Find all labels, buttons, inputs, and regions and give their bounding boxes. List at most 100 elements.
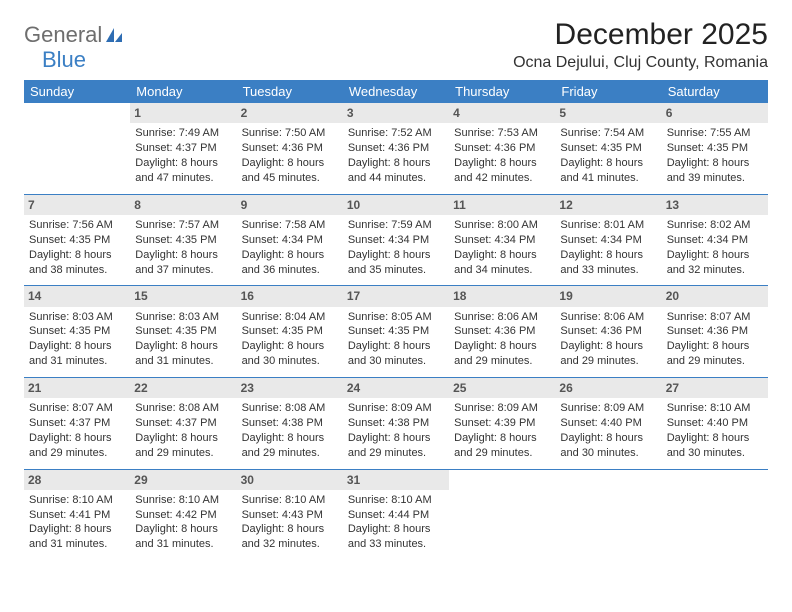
daylight-text: Daylight: 8 hours and 30 minutes. bbox=[242, 339, 338, 369]
weekday-header: Thursday bbox=[449, 80, 555, 103]
sunrise-text: Sunrise: 8:07 AM bbox=[29, 401, 125, 416]
sunrise-text: Sunrise: 7:49 AM bbox=[135, 126, 231, 141]
sunset-text: Sunset: 4:35 PM bbox=[667, 141, 763, 156]
sunrise-text: Sunrise: 8:03 AM bbox=[29, 310, 125, 325]
sunrise-text: Sunrise: 7:52 AM bbox=[348, 126, 444, 141]
weekday-header: Friday bbox=[555, 80, 661, 103]
calendar-day-cell: 6Sunrise: 7:55 AMSunset: 4:35 PMDaylight… bbox=[662, 103, 768, 194]
day-number: 29 bbox=[130, 470, 236, 490]
day-number: 26 bbox=[555, 378, 661, 398]
sunrise-text: Sunrise: 7:50 AM bbox=[242, 126, 338, 141]
day-number: 19 bbox=[555, 286, 661, 306]
day-number: 18 bbox=[449, 286, 555, 306]
sunset-text: Sunset: 4:34 PM bbox=[560, 233, 656, 248]
day-number: 25 bbox=[449, 378, 555, 398]
day-number: 17 bbox=[343, 286, 449, 306]
day-number: 9 bbox=[237, 195, 343, 215]
sunrise-text: Sunrise: 7:57 AM bbox=[135, 218, 231, 233]
sunset-text: Sunset: 4:35 PM bbox=[29, 233, 125, 248]
calendar-day-cell: 16 Sunrise: 8:04 AMSunset: 4:35 PMDayligh… bbox=[237, 286, 343, 377]
brand-part1: General bbox=[24, 22, 102, 47]
daylight-text: Daylight: 8 hours and 35 minutes. bbox=[348, 248, 444, 278]
weekday-header: Monday bbox=[130, 80, 236, 103]
daylight-text: Daylight: 8 hours and 32 minutes. bbox=[667, 248, 763, 278]
calendar-day-cell bbox=[449, 470, 555, 561]
sunrise-text: Sunrise: 7:58 AM bbox=[242, 218, 338, 233]
day-number: 8 bbox=[130, 195, 236, 215]
calendar-day-cell bbox=[555, 470, 661, 561]
day-number: 2 bbox=[237, 103, 343, 123]
sunset-text: Sunset: 4:36 PM bbox=[560, 324, 656, 339]
sunset-text: Sunset: 4:35 PM bbox=[29, 324, 125, 339]
sunrise-text: Sunrise: 8:09 AM bbox=[560, 401, 656, 416]
sunset-text: Sunset: 4:34 PM bbox=[667, 233, 763, 248]
calendar-day-cell: 18Sunrise: 8:06 AMSunset: 4:36 PMDayligh… bbox=[449, 286, 555, 377]
calendar-day-cell: 19Sunrise: 8:06 AMSunset: 4:36 PMDayligh… bbox=[555, 286, 661, 377]
day-number: 15 bbox=[130, 286, 236, 306]
day-number: 23 bbox=[237, 378, 343, 398]
weekday-header: Saturday bbox=[662, 80, 768, 103]
sunset-text: Sunset: 4:41 PM bbox=[29, 508, 125, 523]
calendar-day-cell: 21Sunrise: 8:07 AMSunset: 4:37 PMDayligh… bbox=[24, 378, 130, 469]
sunset-text: Sunset: 4:35 PM bbox=[135, 233, 231, 248]
sunset-text: Sunset: 4:39 PM bbox=[454, 416, 550, 431]
calendar-day-cell: 1Sunrise: 7:49 AMSunset: 4:37 PMDaylight… bbox=[130, 103, 236, 194]
sunrise-text: Sunrise: 7:54 AM bbox=[560, 126, 656, 141]
sunrise-text: Sunrise: 8:09 AM bbox=[348, 401, 444, 416]
daylight-text: Daylight: 8 hours and 31 minutes. bbox=[29, 339, 125, 369]
calendar-day-cell: 20Sunrise: 8:07 AMSunset: 4:36 PMDayligh… bbox=[662, 286, 768, 377]
calendar-day-cell: 3Sunrise: 7:52 AMSunset: 4:36 PMDaylight… bbox=[343, 103, 449, 194]
sunset-text: Sunset: 4:43 PM bbox=[242, 508, 338, 523]
daylight-text: Daylight: 8 hours and 29 minutes. bbox=[242, 431, 338, 461]
calendar-week-row: 1Sunrise: 7:49 AMSunset: 4:37 PMDaylight… bbox=[24, 103, 768, 194]
day-number: 22 bbox=[130, 378, 236, 398]
sunrise-text: Sunrise: 7:53 AM bbox=[454, 126, 550, 141]
sunrise-text: Sunrise: 8:00 AM bbox=[454, 218, 550, 233]
day-number: 13 bbox=[662, 195, 768, 215]
calendar-day-cell bbox=[24, 103, 130, 194]
calendar-day-cell: 27Sunrise: 8:10 AMSunset: 4:40 PMDayligh… bbox=[662, 378, 768, 469]
daylight-text: Daylight: 8 hours and 38 minutes. bbox=[29, 248, 125, 278]
daylight-text: Daylight: 8 hours and 39 minutes. bbox=[667, 156, 763, 186]
sunset-text: Sunset: 4:35 PM bbox=[560, 141, 656, 156]
day-number: 16 bbox=[237, 286, 343, 306]
calendar-day-cell: 2Sunrise: 7:50 AMSunset: 4:36 PMDaylight… bbox=[237, 103, 343, 194]
sunrise-text: Sunrise: 8:06 AM bbox=[454, 310, 550, 325]
day-number: 6 bbox=[662, 103, 768, 123]
sunrise-text: Sunrise: 8:04 AM bbox=[242, 310, 338, 325]
calendar-day-cell: 15Sunrise: 8:03 AMSunset: 4:35 PMDayligh… bbox=[130, 286, 236, 377]
sunset-text: Sunset: 4:38 PM bbox=[348, 416, 444, 431]
day-number: 3 bbox=[343, 103, 449, 123]
sunset-text: Sunset: 4:34 PM bbox=[454, 233, 550, 248]
location-text: Ocna Dejului, Cluj County, Romania bbox=[513, 54, 768, 72]
calendar-week-row: 21Sunrise: 8:07 AMSunset: 4:37 PMDayligh… bbox=[24, 378, 768, 469]
calendar-day-cell: 28Sunrise: 8:10 AMSunset: 4:41 PMDayligh… bbox=[24, 470, 130, 561]
sunrise-text: Sunrise: 8:06 AM bbox=[560, 310, 656, 325]
day-number: 14 bbox=[24, 286, 130, 306]
sunset-text: Sunset: 4:34 PM bbox=[348, 233, 444, 248]
calendar-day-cell: 23Sunrise: 8:08 AMSunset: 4:38 PMDayligh… bbox=[237, 378, 343, 469]
daylight-text: Daylight: 8 hours and 30 minutes. bbox=[560, 431, 656, 461]
sunset-text: Sunset: 4:35 PM bbox=[348, 324, 444, 339]
sunrise-text: Sunrise: 8:10 AM bbox=[348, 493, 444, 508]
daylight-text: Daylight: 8 hours and 31 minutes. bbox=[29, 522, 125, 552]
calendar-day-cell: 26 Sunrise: 8:09 AMSunset: 4:40 PMDayligh… bbox=[555, 378, 661, 469]
sunrise-text: Sunrise: 8:02 AM bbox=[667, 218, 763, 233]
daylight-text: Daylight: 8 hours and 29 minutes. bbox=[29, 431, 125, 461]
calendar-day-cell: 29Sunrise: 8:10 AMSunset: 4:42 PMDayligh… bbox=[130, 470, 236, 561]
sunset-text: Sunset: 4:40 PM bbox=[560, 416, 656, 431]
month-title: December 2025 bbox=[513, 18, 768, 52]
daylight-text: Daylight: 8 hours and 47 minutes. bbox=[135, 156, 231, 186]
calendar-day-cell: 22Sunrise: 8:08 AMSunset: 4:37 PMDayligh… bbox=[130, 378, 236, 469]
day-number: 30 bbox=[237, 470, 343, 490]
calendar-table: SundayMondayTuesdayWednesdayThursdayFrid… bbox=[24, 80, 768, 560]
sunset-text: Sunset: 4:35 PM bbox=[242, 324, 338, 339]
daylight-text: Daylight: 8 hours and 29 minutes. bbox=[135, 431, 231, 461]
calendar-day-cell: 17Sunrise: 8:05 AMSunset: 4:35 PMDayligh… bbox=[343, 286, 449, 377]
sunset-text: Sunset: 4:37 PM bbox=[135, 141, 231, 156]
sunrise-text: Sunrise: 8:07 AM bbox=[667, 310, 763, 325]
sunrise-text: Sunrise: 8:01 AM bbox=[560, 218, 656, 233]
sunrise-text: Sunrise: 8:08 AM bbox=[135, 401, 231, 416]
sunrise-text: Sunrise: 8:10 AM bbox=[242, 493, 338, 508]
day-number: 4 bbox=[449, 103, 555, 123]
